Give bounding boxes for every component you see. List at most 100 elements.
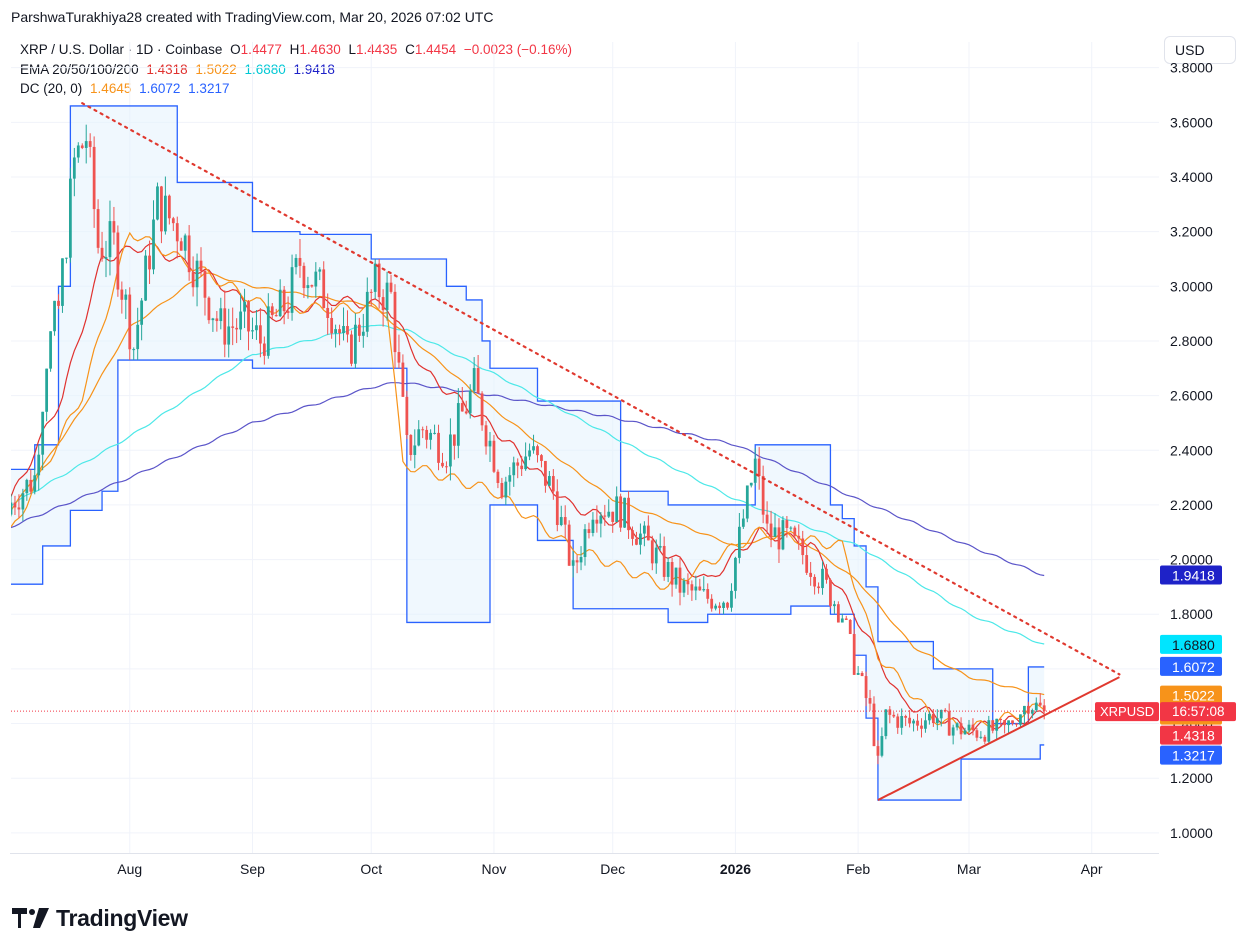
candle-body: [393, 291, 397, 353]
candle-body: [520, 465, 524, 470]
symbol-title[interactable]: XRP / U.S. Dollar · 1D · Coinbase: [20, 42, 223, 57]
candle-body: [852, 634, 856, 675]
candle: [512, 456, 516, 487]
dc-row[interactable]: DC (20, 0) 1.4645 1.6072 1.3217: [20, 79, 576, 99]
ema-row[interactable]: EMA 20/50/100/200 1.4318 1.5022 1.6880 1…: [20, 60, 576, 80]
dc-label: DC (20, 0): [20, 81, 83, 96]
candle-body: [373, 263, 377, 292]
candle-body: [421, 429, 425, 431]
candle: [1003, 720, 1006, 734]
candle-body: [650, 540, 654, 564]
candle: [476, 355, 480, 394]
candle: [642, 521, 646, 547]
candle: [939, 709, 943, 727]
candle: [734, 556, 737, 599]
candle-body: [274, 315, 278, 317]
candle: [654, 539, 658, 574]
candle-body: [809, 572, 813, 577]
candle: [136, 307, 140, 361]
candle-body: [544, 460, 547, 486]
currency-button[interactable]: USD: [1164, 36, 1236, 64]
candle: [25, 478, 29, 501]
candle-body: [441, 462, 444, 467]
candle-body: [235, 327, 239, 330]
candle: [848, 618, 852, 635]
candle: [270, 303, 274, 320]
candle-body: [575, 560, 579, 563]
candle-body: [33, 475, 37, 492]
candle-body: [745, 485, 749, 519]
x-tick-label: Mar: [957, 861, 981, 877]
candle: [738, 512, 741, 564]
candle: [298, 239, 302, 278]
candle-body: [579, 557, 583, 563]
candle-body: [259, 325, 262, 344]
candle-body: [508, 475, 512, 482]
candle: [650, 535, 654, 571]
candle: [369, 289, 373, 307]
candle: [821, 561, 824, 595]
candle: [817, 582, 820, 594]
candle-body: [880, 736, 884, 756]
candle: [88, 133, 92, 158]
candle-body: [144, 255, 147, 301]
candle: [635, 531, 638, 546]
candle: [516, 458, 520, 479]
candle-body: [734, 557, 737, 591]
candle: [900, 708, 904, 735]
candle: [627, 491, 630, 539]
candle-body: [365, 291, 369, 332]
candle-body: [587, 529, 591, 533]
candle-body: [203, 271, 207, 298]
candle-body: [840, 618, 844, 623]
tradingview-logo-icon: [12, 908, 49, 928]
candle: [100, 231, 104, 262]
candle-body: [504, 481, 508, 498]
candle-body: [536, 446, 539, 456]
candle: [702, 576, 706, 592]
candle-body: [433, 432, 436, 434]
candle: [686, 573, 690, 595]
candle: [666, 557, 670, 583]
candle-body: [104, 257, 108, 259]
candle-body: [908, 717, 911, 724]
candle-body: [959, 723, 963, 735]
candle-body: [741, 518, 745, 527]
candle: [255, 310, 258, 340]
candle: [61, 258, 64, 313]
price-label-text: 1.4318: [1172, 728, 1215, 744]
candle: [405, 390, 409, 440]
ema100-value: 1.6880: [244, 61, 286, 77]
price-label: 1.3217: [1160, 745, 1222, 765]
candle-body: [856, 672, 860, 675]
candle: [504, 476, 508, 505]
candle-body: [314, 271, 318, 287]
candle-body: [132, 349, 136, 351]
candle: [920, 718, 923, 738]
candle: [211, 317, 215, 332]
candle-body: [658, 545, 662, 548]
price-label: 1.6880: [1160, 634, 1222, 654]
candle: [373, 258, 377, 299]
candle: [262, 336, 266, 365]
candle-body: [769, 523, 773, 537]
candle: [437, 424, 440, 471]
candle: [29, 469, 33, 495]
candle: [607, 499, 611, 518]
candle: [844, 615, 848, 620]
candle: [979, 731, 983, 740]
candle-body: [476, 368, 480, 394]
candle: [991, 720, 995, 734]
donchian-fill: [11, 105, 1045, 801]
candle-body: [342, 325, 345, 334]
ema-label: EMA 20/50/100/200: [20, 61, 139, 77]
line-ema-100: [11, 324, 1045, 645]
candle-body: [318, 269, 322, 272]
candle-body: [714, 605, 718, 609]
candle-body: [25, 479, 29, 494]
candle-body: [148, 255, 151, 270]
candle-body: [931, 713, 935, 724]
candle-body: [247, 301, 250, 332]
candle: [619, 493, 623, 532]
